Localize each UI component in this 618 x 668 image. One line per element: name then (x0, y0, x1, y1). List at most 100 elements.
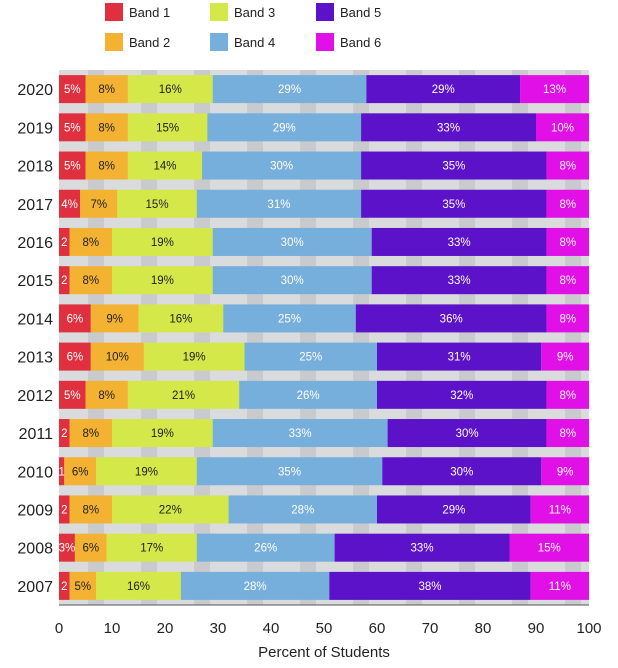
bar-segment (196, 457, 383, 486)
bar-segment (530, 495, 589, 524)
data-label: 8% (98, 122, 115, 134)
category-label: 2012 (17, 388, 53, 405)
data-label: 29% (432, 84, 455, 96)
bar-segment (377, 495, 531, 524)
bar-segment (530, 571, 589, 600)
data-label: 8% (559, 237, 576, 249)
data-label: 6% (67, 313, 84, 325)
data-label: 15% (538, 543, 561, 555)
data-label: 3% (59, 543, 76, 555)
x-tick-label: 0 (55, 620, 63, 637)
data-label: 35% (278, 466, 301, 478)
category-label: 2008 (17, 541, 53, 558)
bar-segment (59, 266, 70, 295)
data-label: 16% (159, 84, 182, 96)
bar-segment (69, 571, 97, 600)
bar-segment (112, 419, 213, 448)
data-label: 2 (61, 581, 67, 593)
bar-segment (546, 380, 589, 409)
data-label: 29% (273, 122, 296, 134)
legend-swatch (316, 3, 334, 21)
grid-band-shade (141, 70, 158, 605)
data-label: 33% (437, 122, 460, 134)
legend-label: Band 3 (234, 5, 275, 20)
bar-segment (85, 380, 128, 409)
data-label: 25% (278, 313, 301, 325)
category-label: 2011 (19, 426, 54, 443)
bar-segment (329, 571, 531, 600)
data-label: 5% (64, 161, 81, 173)
data-label: 19% (151, 237, 174, 249)
data-label: 30% (281, 275, 304, 287)
bar-segment (382, 457, 542, 486)
data-label: 36% (440, 313, 463, 325)
data-label: 6% (72, 466, 89, 478)
bar-segment (80, 189, 118, 218)
bar-segment (536, 113, 589, 142)
data-label: 5% (64, 390, 81, 402)
legend-label: Band 2 (129, 35, 170, 50)
bar-segment (366, 75, 521, 104)
legend-swatch (316, 33, 334, 51)
category-label: 2014 (17, 311, 53, 328)
bar-segment (59, 151, 86, 180)
bars-layer: 5% 8% 16% 29% 29% 13%5% 8% 15% 29% 33% 10%5% 8% 14% 3… (58, 75, 589, 600)
data-label: 7% (90, 199, 107, 211)
data-label: 30% (450, 466, 473, 478)
bar-segment (207, 113, 362, 142)
bar-segment (59, 380, 86, 409)
data-label: 29% (278, 84, 301, 96)
bar-segment (361, 189, 547, 218)
bar-segment (59, 227, 70, 256)
bar-segment (377, 380, 547, 409)
data-label: 14% (153, 161, 176, 173)
legend-label: Band 6 (340, 35, 381, 50)
bar-segment (127, 151, 203, 180)
data-label: 2 (61, 428, 67, 440)
bar-segment (74, 533, 107, 562)
data-label: 10% (106, 352, 129, 364)
data-label: 8% (559, 313, 576, 325)
legend-label: Band 1 (129, 5, 170, 20)
category-label: 2013 (17, 350, 53, 367)
bar-segment (59, 113, 86, 142)
data-label: 5% (64, 84, 81, 96)
data-label: 8% (559, 428, 576, 440)
plot-background (59, 70, 589, 605)
data-label: 33% (289, 428, 312, 440)
data-label: 8% (98, 390, 115, 402)
data-label: 33% (448, 275, 471, 287)
data-label: 2 (61, 275, 67, 287)
data-label: 35% (442, 199, 465, 211)
data-label: 17% (140, 543, 163, 555)
bar-segment (371, 227, 547, 256)
data-label: 15% (156, 122, 179, 134)
bar-segment (69, 419, 112, 448)
legend-swatch (105, 33, 123, 51)
bar-segment (69, 227, 112, 256)
data-label: 2 (61, 504, 67, 516)
legend-swatch (210, 3, 228, 21)
bar-segment (117, 189, 197, 218)
x-tick-label: 30 (210, 620, 227, 637)
bar-segment (59, 457, 65, 486)
bar-segment (69, 495, 112, 524)
x-tick-label: 70 (422, 620, 439, 637)
data-label: 26% (297, 390, 320, 402)
grid-band-shade (565, 70, 582, 605)
grid-band-shade (194, 70, 211, 605)
bar-segment (59, 495, 70, 524)
data-label: 16% (169, 313, 192, 325)
data-label: 22% (159, 504, 182, 516)
data-label: 11% (549, 581, 571, 593)
bar-segment (85, 151, 128, 180)
grid-band-shade (88, 70, 105, 605)
data-label: 8% (559, 161, 576, 173)
x-tick-label: 90 (528, 620, 545, 637)
data-label: 8% (82, 504, 99, 516)
data-label: 21% (172, 390, 195, 402)
bar-segment (127, 380, 240, 409)
data-label: 9% (557, 352, 574, 364)
data-label: 8% (559, 390, 576, 402)
data-label: 13% (543, 84, 566, 96)
